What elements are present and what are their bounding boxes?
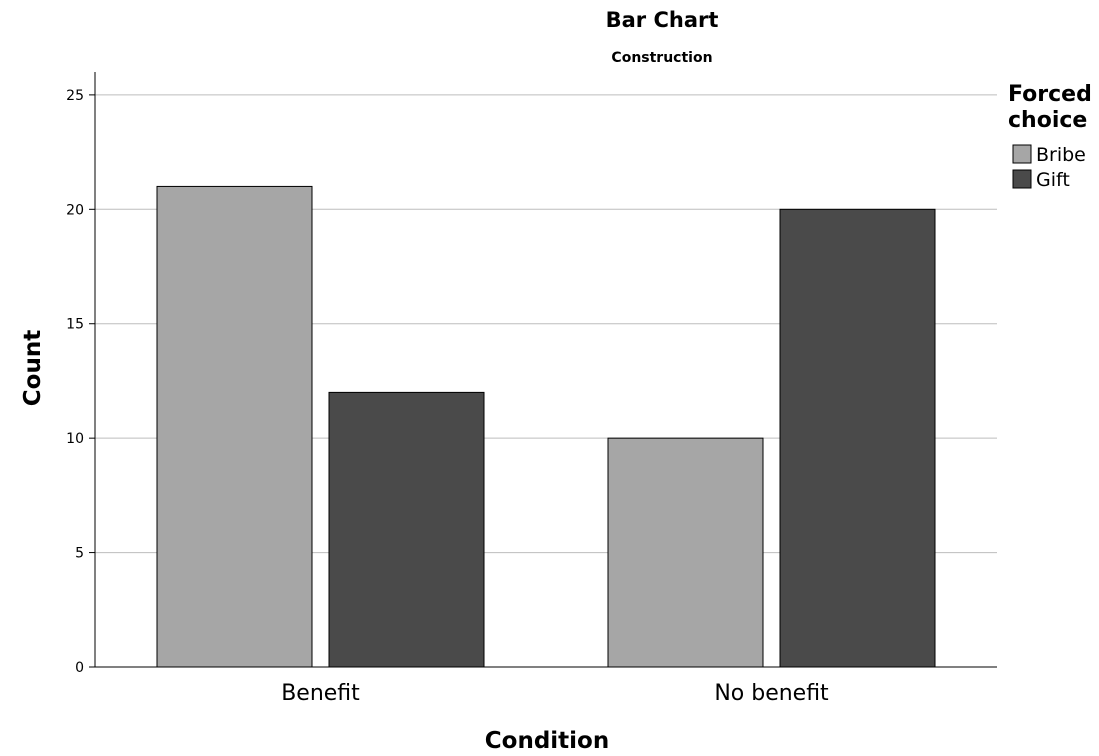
y-tick-label-3: 15 bbox=[66, 317, 84, 333]
axes bbox=[94, 72, 997, 668]
bar-benefit-gift bbox=[328, 391, 485, 668]
x-tick-label-0: Benefit bbox=[281, 681, 360, 706]
bars bbox=[156, 185, 936, 668]
y-tick-label-2: 10 bbox=[66, 431, 84, 447]
legend-items: Bribe Gift bbox=[1012, 144, 1086, 191]
x-axis-title: Condition bbox=[485, 728, 609, 754]
legend-swatch-gift bbox=[1012, 169, 1032, 189]
bar-benefit-bribe bbox=[156, 185, 313, 668]
y-tick-label-1: 5 bbox=[75, 546, 84, 562]
legend: Forced choice Bribe Gift bbox=[1008, 82, 1092, 191]
chart-title: Bar Chart bbox=[606, 8, 719, 32]
bar-no-benefit-gift bbox=[779, 208, 936, 668]
legend-label-bribe: Bribe bbox=[1036, 144, 1086, 166]
y-tick-label-0: 0 bbox=[75, 660, 84, 676]
legend-swatch-bribe bbox=[1012, 144, 1032, 164]
x-tick-label-1: No benefit bbox=[714, 681, 829, 706]
legend-title-line-1: Forced bbox=[1008, 82, 1092, 107]
legend-title-line-2: choice bbox=[1008, 108, 1087, 133]
bar-no-benefit-bribe bbox=[607, 437, 764, 668]
chart-subtitle: Construction bbox=[611, 50, 712, 66]
legend-label-gift: Gift bbox=[1036, 169, 1070, 191]
y-tick-labels: 0 5 10 15 20 25 bbox=[66, 88, 95, 676]
y-axis-title: Count bbox=[20, 330, 46, 406]
y-tick-label-4: 20 bbox=[66, 202, 84, 218]
y-tick-label-5: 25 bbox=[66, 88, 84, 104]
x-tick-labels: Benefit No benefit bbox=[281, 681, 829, 706]
